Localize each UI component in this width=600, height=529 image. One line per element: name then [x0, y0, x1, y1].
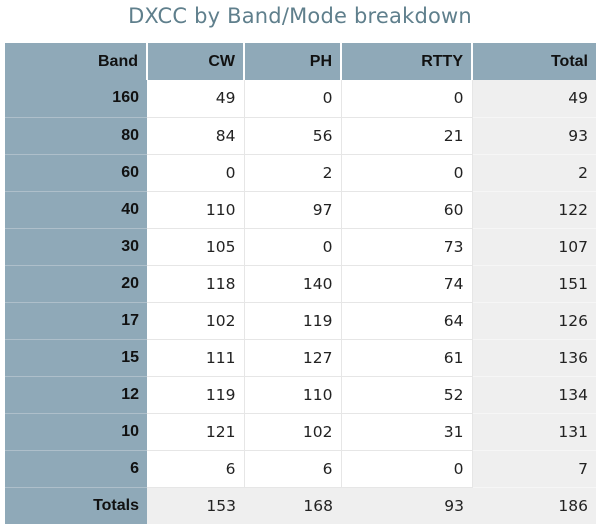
table-row: 12 119 110 52 134 — [5, 376, 596, 414]
row-total-cell: 126 — [472, 302, 596, 340]
row-ph-cell: 97 — [244, 191, 342, 229]
row-total-cell: 151 — [472, 265, 596, 303]
dxcc-band-mode-table: Band CW PH RTTY Total 160 49 0 0 49 80 84 56 21 9… — [5, 43, 596, 524]
row-cw-cell: 6 — [147, 450, 245, 488]
table-row: 40 110 97 60 122 — [5, 191, 596, 229]
table-footer: Totals 153 168 93 186 — [5, 487, 596, 524]
row-band-cell: 15 — [5, 339, 147, 377]
row-total-cell: 131 — [472, 413, 596, 451]
row-band-cell: 20 — [5, 265, 147, 303]
totals-ph: 168 — [244, 487, 341, 524]
row-band-cell: 30 — [5, 228, 147, 266]
row-cw-cell: 84 — [147, 117, 245, 155]
row-rtty-cell: 73 — [341, 228, 473, 266]
row-ph-cell: 102 — [244, 413, 342, 451]
row-band-cell: 40 — [5, 191, 147, 229]
row-rtty-cell: 0 — [341, 154, 473, 192]
row-total-cell: 107 — [472, 228, 596, 266]
totals-row: Totals 153 168 93 186 — [5, 487, 596, 524]
row-rtty-cell: 60 — [341, 191, 473, 229]
table-row: 20 118 140 74 151 — [5, 265, 596, 303]
row-total-cell: 136 — [472, 339, 596, 377]
row-rtty-cell: 74 — [341, 265, 473, 303]
table-row: 15 111 127 61 136 — [5, 339, 596, 377]
column-header-cw: CW — [147, 43, 245, 80]
row-cw-cell: 49 — [147, 80, 245, 118]
row-ph-cell: 119 — [244, 302, 342, 340]
table-row: 10 121 102 31 131 — [5, 413, 596, 451]
row-rtty-cell: 0 — [341, 80, 473, 118]
column-header-band: Band — [5, 43, 148, 80]
totals-rtty: 93 — [341, 487, 472, 524]
row-cw-cell: 0 — [147, 154, 245, 192]
row-band-cell: 160 — [5, 80, 147, 118]
row-total-cell: 122 — [472, 191, 596, 229]
header-row: Band CW PH RTTY Total — [5, 43, 596, 80]
table-row: 80 84 56 21 93 — [5, 117, 596, 155]
row-band-cell: 12 — [5, 376, 147, 414]
row-cw-cell: 119 — [147, 376, 245, 414]
row-ph-cell: 110 — [244, 376, 342, 414]
row-band-cell: 60 — [5, 154, 147, 192]
table-row: 160 49 0 0 49 — [5, 80, 596, 118]
table-row: 60 0 2 0 2 — [5, 154, 596, 192]
row-ph-cell: 0 — [244, 228, 342, 266]
row-cw-cell: 105 — [147, 228, 245, 266]
page-title: DXCC by Band/Mode breakdown — [128, 4, 472, 28]
row-ph-cell: 2 — [244, 154, 342, 192]
row-cw-cell: 111 — [147, 339, 245, 377]
row-band-cell: 80 — [5, 117, 147, 155]
table-row: 30 105 0 73 107 — [5, 228, 596, 266]
row-ph-cell: 127 — [244, 339, 342, 377]
row-ph-cell: 140 — [244, 265, 342, 303]
column-header-ph: PH — [244, 43, 342, 80]
row-cw-cell: 102 — [147, 302, 245, 340]
row-total-cell: 7 — [472, 450, 596, 488]
totals-cw: 153 — [147, 487, 244, 524]
row-ph-cell: 6 — [244, 450, 342, 488]
totals-total: 186 — [472, 487, 596, 524]
row-band-cell: 10 — [5, 413, 147, 451]
row-cw-cell: 118 — [147, 265, 245, 303]
row-ph-cell: 0 — [244, 80, 342, 118]
row-cw-cell: 110 — [147, 191, 245, 229]
column-header-total: Total — [472, 43, 596, 80]
row-ph-cell: 56 — [244, 117, 342, 155]
column-header-rtty: RTTY — [341, 43, 473, 80]
row-total-cell: 49 — [472, 80, 596, 118]
row-cw-cell: 121 — [147, 413, 245, 451]
row-rtty-cell: 0 — [341, 450, 473, 488]
table-body: 160 49 0 0 49 80 84 56 21 93 60 0 2 0 2 40 110 97 60 122 30 1… — [5, 80, 596, 488]
row-total-cell: 2 — [472, 154, 596, 192]
table-row: 17 102 119 64 126 — [5, 302, 596, 340]
row-rtty-cell: 21 — [341, 117, 473, 155]
table-header: Band CW PH RTTY Total — [5, 43, 596, 80]
row-total-cell: 93 — [472, 117, 596, 155]
row-band-cell: 17 — [5, 302, 147, 340]
row-rtty-cell: 52 — [341, 376, 473, 414]
row-rtty-cell: 61 — [341, 339, 473, 377]
row-rtty-cell: 64 — [341, 302, 473, 340]
row-total-cell: 134 — [472, 376, 596, 414]
row-rtty-cell: 31 — [341, 413, 473, 451]
totals-label: Totals — [5, 487, 147, 524]
row-band-cell: 6 — [5, 450, 147, 488]
